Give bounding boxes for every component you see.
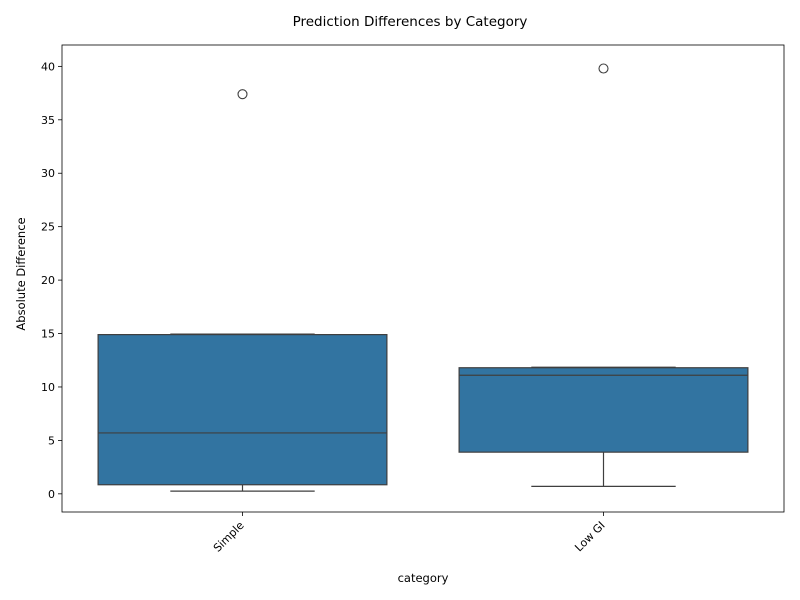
y-tick-label: 20 (41, 274, 55, 287)
outlier-point (237, 89, 248, 100)
box-group (458, 63, 749, 487)
y-tick-label: 15 (41, 328, 55, 341)
iqr-box (458, 367, 749, 453)
plot-frame (61, 44, 785, 513)
plot-area (97, 63, 749, 492)
x-axis-label: category (398, 571, 449, 585)
y-tick-label: 10 (41, 381, 55, 394)
chart-title: Prediction Differences by Category (293, 14, 528, 30)
box-group (97, 89, 388, 492)
outlier-point (598, 63, 609, 74)
y-axis: 0 5 10 15 20 25 30 35 40 (41, 60, 62, 501)
y-tick-label: 35 (41, 114, 55, 127)
y-axis-label: Absolute Difference (14, 217, 28, 330)
y-tick-label: 0 (48, 488, 55, 501)
y-tick-label: 30 (41, 167, 55, 180)
y-tick-label: 25 (41, 221, 55, 234)
iqr-box (97, 334, 388, 486)
y-tick-label: 40 (41, 60, 55, 73)
y-tick-label: 5 (48, 434, 55, 447)
